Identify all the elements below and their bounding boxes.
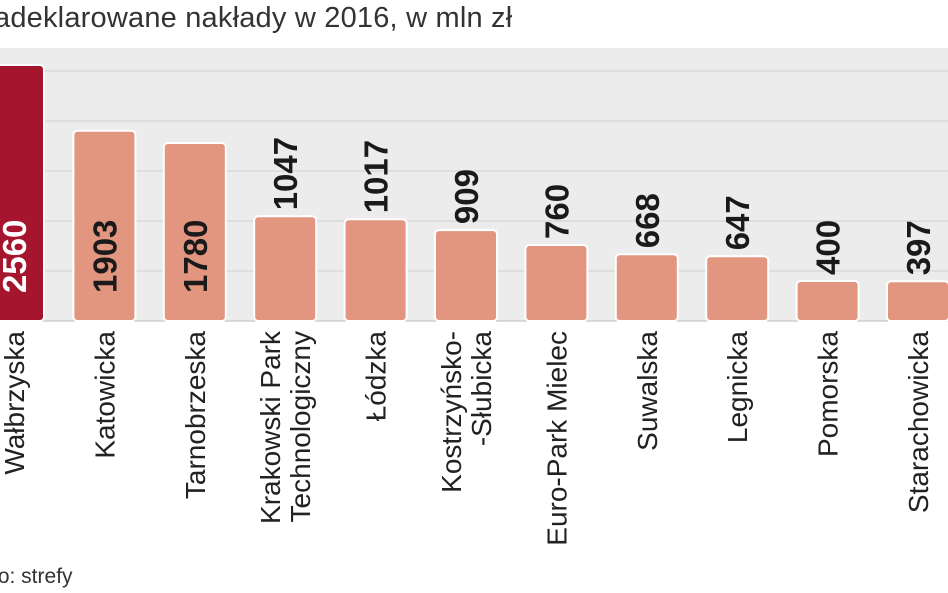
value-label: 668: [629, 193, 666, 248]
bar-legnicka: [705, 255, 770, 322]
value-label: 400: [810, 220, 847, 275]
category-label: Wałbrzyska: [0, 331, 30, 475]
bar-suwalska: [614, 253, 679, 322]
value-label: 1903: [86, 220, 123, 293]
bar-pomorska: [795, 280, 860, 322]
bar-krakowski-park-technologiczny: [253, 215, 318, 322]
category-label: Technologiczny: [285, 331, 316, 522]
value-label: 1780: [177, 220, 214, 293]
category-label: Suwalska: [632, 331, 663, 451]
value-label: 1047: [267, 137, 304, 210]
category-label: Łódzka: [361, 331, 392, 422]
value-label: 647: [719, 195, 756, 250]
value-label: 2560: [0, 220, 33, 293]
bar-starachowicka: [886, 280, 948, 322]
chart-title: adeklarowane nakłady w 2016, w mln zł: [0, 2, 513, 34]
bar-łódzka: [343, 218, 408, 322]
bar-tarnobrzeska: [162, 142, 227, 322]
bar-wałbrzyska: [0, 64, 45, 322]
value-label: 760: [538, 184, 575, 239]
value-label: 1017: [358, 140, 395, 213]
category-label: Pomorska: [813, 331, 844, 457]
category-label: Krakowski Park: [255, 330, 286, 524]
bar-euro-park-mielec: [524, 244, 589, 322]
category-label: Starachowicka: [903, 331, 934, 514]
category-label: Kostrzyńsko-: [436, 331, 467, 493]
category-label: Euro-Park Mielec: [541, 331, 572, 546]
category-label: Katowicka: [89, 331, 120, 459]
category-label: -Słubicka: [466, 331, 497, 447]
value-label: 909: [448, 169, 485, 224]
category-label: Tarnobrzeska: [180, 331, 211, 500]
category-label: Legnicka: [722, 331, 753, 444]
value-label: 397: [900, 220, 937, 275]
bar-katowicka: [72, 129, 137, 322]
source-note: to: strefy: [0, 565, 73, 588]
bar-kostrzyńsko-słubicka: [434, 229, 498, 323]
